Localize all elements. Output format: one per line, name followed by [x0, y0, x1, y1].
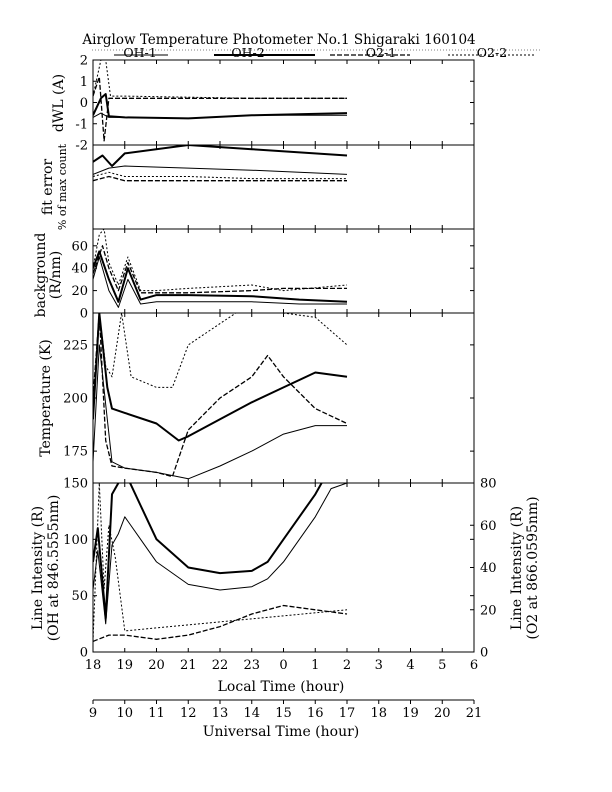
series-dwl-o2-2	[93, 60, 347, 99]
y-tick-label: -1	[75, 117, 88, 132]
y-axis-label: (R/nm)	[48, 251, 64, 299]
universal-time-tick: 10	[116, 706, 133, 721]
series-fit-o2-1	[93, 175, 347, 182]
y-tick-label: 200	[63, 392, 88, 407]
series-bg-o2-1	[93, 245, 347, 294]
y-tick-label: 175	[63, 445, 88, 460]
series-temp-oh-2	[93, 313, 348, 442]
y-axis-label: % of max count	[56, 143, 69, 230]
universal-time-tick: 15	[275, 706, 292, 721]
series-temp-o2-1	[93, 313, 348, 478]
local-time-tick: 4	[406, 658, 414, 673]
series-fit-oh-2	[93, 145, 348, 167]
local-time-tick: 6	[470, 658, 478, 673]
series-fit-oh-1	[93, 165, 348, 175]
local-time-tick: 20	[148, 658, 165, 673]
y-tick-label: 100	[63, 533, 88, 548]
local-time-tick: 21	[180, 658, 197, 673]
right-y-tick-label: 20	[480, 603, 497, 618]
y-axis-label: Temperature (K)	[38, 339, 54, 457]
local-time-tick: 23	[243, 658, 260, 673]
figure-title: Airglow Temperature Photometer No.1 Shig…	[81, 32, 475, 48]
y-tick-label: 225	[63, 338, 88, 353]
right-y-tick-label: 80	[480, 477, 497, 492]
legend-label-oh-2: OH-2	[231, 45, 264, 60]
y-tick-label: 20	[71, 284, 88, 299]
y-axis-label: (OH at 846.5555nm)	[46, 495, 62, 642]
universal-time-tick: 13	[212, 706, 229, 721]
universal-time-tick: 9	[89, 706, 97, 721]
panel-dwl: -2 -1 0 1 2 dWL (A)	[51, 54, 474, 154]
panel-fit: fit error% of max count	[40, 143, 348, 230]
universal-time-tick: 18	[370, 706, 387, 721]
local-time-tick: 3	[375, 658, 383, 673]
y-tick-label: 0	[80, 646, 88, 661]
y-tick-label: -2	[75, 139, 88, 154]
local-time-tick: 1	[311, 658, 319, 673]
series-temp-oh-1	[93, 344, 347, 480]
series-dwl-o2-1	[93, 76, 347, 142]
y-tick-label: 0	[80, 96, 88, 111]
legend-label-oh-1: OH-1	[123, 45, 156, 60]
right-y-tick-label: 0	[480, 646, 488, 661]
series-bg-o2-2	[93, 229, 348, 292]
series-fit-o2-2	[93, 171, 347, 180]
universal-time-tick: 11	[148, 706, 165, 721]
y-tick-label: 2	[80, 54, 88, 69]
local-time-tick: 0	[279, 658, 287, 673]
local-time-tick: 22	[212, 658, 229, 673]
universal-time-tick: 20	[434, 706, 451, 721]
legend: OH-1 OH-2 O2-1 O2-2	[92, 45, 540, 60]
series-bg-oh-1	[93, 256, 347, 308]
series-temp-o2-2	[93, 313, 348, 409]
series-int-o2-2	[93, 483, 348, 642]
y-tick-label: 40	[71, 262, 88, 277]
y-tick-label: 60	[71, 239, 88, 254]
y-axis-label: Line Intensity (R)	[30, 506, 46, 630]
series-dwl-oh-2	[93, 93, 348, 120]
y-axis-label: dWL (A)	[51, 74, 67, 132]
y-tick-label: 1	[80, 75, 88, 90]
time-axes: Local Time (hour) Universal Time (hour) …	[85, 658, 483, 740]
universal-time-tick: 21	[466, 706, 483, 721]
series-int-oh-2	[93, 483, 323, 620]
universal-time-tick: 16	[307, 706, 324, 721]
y-axis-label: background	[33, 233, 49, 318]
universal-time-label: Universal Time (hour)	[203, 724, 360, 740]
universal-time-tick: 19	[402, 706, 419, 721]
series-int-oh-1	[93, 483, 348, 625]
legend-label-o2-2: O2-2	[477, 45, 507, 60]
universal-time-tick: 12	[180, 706, 197, 721]
universal-time-tick: 17	[339, 706, 356, 721]
y-tick-label: 150	[63, 477, 88, 492]
local-time-tick: 5	[438, 658, 446, 673]
y-tick-label: 0	[80, 307, 88, 322]
local-time-tick: 2	[343, 658, 351, 673]
series-int-o2-1	[93, 604, 348, 643]
local-time-tick: 18	[85, 658, 102, 673]
y-tick-label: 50	[71, 589, 88, 604]
right-y-axis-label: (O2 at 866.0595nm)	[525, 496, 541, 639]
right-y-tick-label: 40	[480, 561, 497, 576]
legend-label-o2-1: O2-1	[366, 45, 396, 60]
local-time-label: Local Time (hour)	[218, 679, 345, 695]
series-bg-oh-2	[93, 250, 348, 303]
panels: -2 -1 0 1 2 dWL (A) fit error% of max count 0 20…	[30, 54, 541, 661]
y-axis-label: fit error	[40, 159, 56, 216]
panel-bg: 0 20 40 60 background (R/nm)	[33, 229, 474, 322]
panel-temp: 175 200 225 Temperature (K)	[38, 313, 474, 480]
universal-time-tick: 14	[243, 706, 260, 721]
right-y-tick-label: 60	[480, 519, 497, 534]
right-y-axis-label: Line Intensity (R)	[509, 506, 525, 630]
local-time-tick: 19	[116, 658, 133, 673]
